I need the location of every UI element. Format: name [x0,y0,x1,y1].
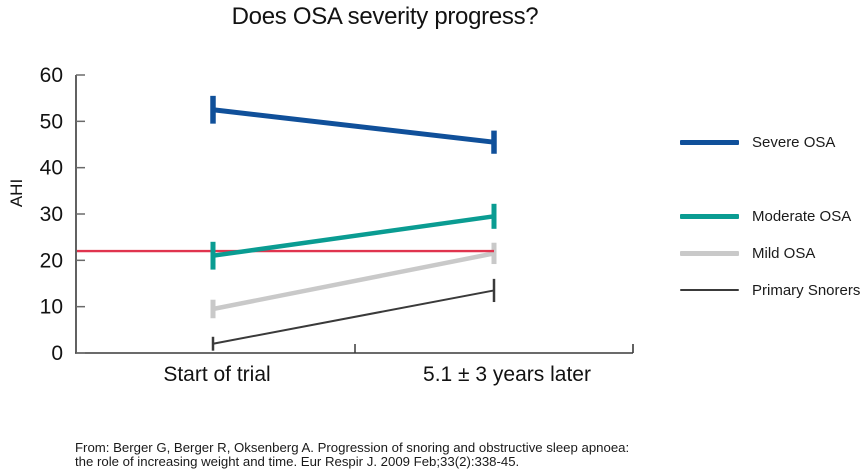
y-tick-label: 50 [40,110,63,133]
legend-entry-primary-snorers: Primary Snorers [680,280,860,300]
legend-swatch-moderate-osa [680,214,739,219]
y-tick-label: 40 [40,157,63,180]
x-label-start: Start of trial [163,363,270,386]
series-line [212,289,495,345]
legend-swatch-severe-osa [680,139,739,145]
y-tick-label: 30 [40,203,63,226]
series-line [212,107,495,145]
y-axis-label: AHI [7,179,26,207]
citation: From: Berger G, Berger R, Oksenberg A. P… [75,441,629,468]
chart-title: Does OSA severity progress? [231,3,539,30]
citation-line-2: the role of increasing weight and time. … [75,453,520,469]
legend-entry-severe-osa: Severe OSA [680,132,835,152]
legend-swatch-primary-snorers [680,289,739,292]
legend-entry-moderate-osa: Moderate OSA [680,206,851,226]
y-tick-label: 0 [51,342,63,365]
legend-label: Moderate OSA [752,207,852,225]
series-line [212,251,495,312]
legend-entry-mild-osa: Mild OSA [680,243,815,263]
legend-label: Mild OSA [752,244,816,262]
y-tick-label: 60 [40,64,63,87]
citation-line-1: From: Berger G, Berger R, Oksenberg A. P… [75,440,630,455]
x-label-end: 5.1 ± 3 years later [423,363,591,386]
legend-swatch-mild-osa [680,251,739,256]
y-tick-label: 20 [40,249,63,272]
legend-label: Severe OSA [752,133,836,151]
legend-label: Primary Snorers [752,281,861,299]
series-line [212,214,495,258]
y-tick-label: 10 [40,296,63,319]
